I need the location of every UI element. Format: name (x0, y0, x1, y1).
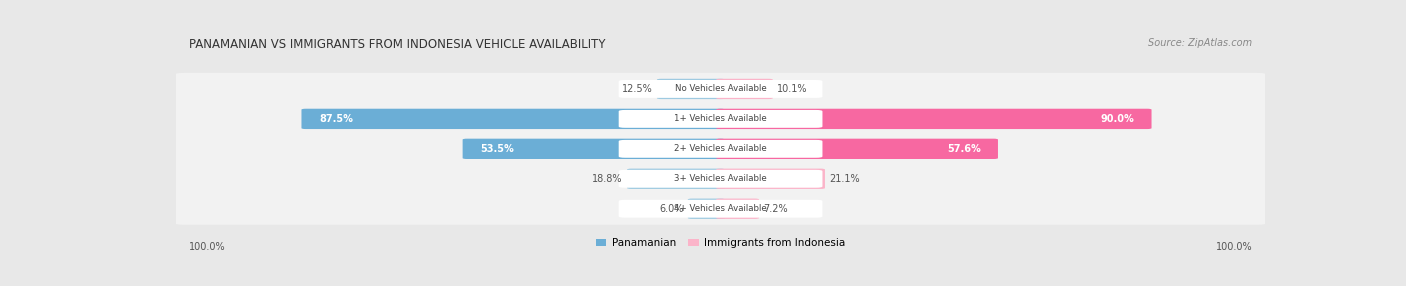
FancyBboxPatch shape (627, 169, 725, 189)
FancyBboxPatch shape (716, 109, 1152, 129)
Text: 21.1%: 21.1% (830, 174, 860, 184)
FancyBboxPatch shape (716, 169, 825, 189)
Text: 2+ Vehicles Available: 2+ Vehicles Available (675, 144, 766, 153)
Legend: Panamanian, Immigrants from Indonesia: Panamanian, Immigrants from Indonesia (596, 238, 845, 248)
FancyBboxPatch shape (657, 79, 725, 99)
Text: No Vehicles Available: No Vehicles Available (675, 84, 766, 94)
FancyBboxPatch shape (716, 79, 773, 99)
FancyBboxPatch shape (173, 103, 1268, 135)
Text: 10.1%: 10.1% (778, 84, 807, 94)
FancyBboxPatch shape (301, 109, 725, 129)
Text: 90.0%: 90.0% (1101, 114, 1135, 124)
Text: 100.0%: 100.0% (1216, 242, 1253, 252)
Text: 1+ Vehicles Available: 1+ Vehicles Available (675, 114, 766, 123)
FancyBboxPatch shape (463, 139, 725, 159)
Text: 18.8%: 18.8% (592, 174, 623, 184)
Text: PANAMANIAN VS IMMIGRANTS FROM INDONESIA VEHICLE AVAILABILITY: PANAMANIAN VS IMMIGRANTS FROM INDONESIA … (188, 38, 606, 51)
FancyBboxPatch shape (173, 73, 1268, 105)
FancyBboxPatch shape (688, 198, 725, 219)
Text: Source: ZipAtlas.com: Source: ZipAtlas.com (1149, 38, 1253, 48)
Text: 3+ Vehicles Available: 3+ Vehicles Available (675, 174, 766, 183)
FancyBboxPatch shape (173, 133, 1268, 165)
FancyBboxPatch shape (619, 140, 823, 158)
Text: 100.0%: 100.0% (188, 242, 225, 252)
Text: 4+ Vehicles Available: 4+ Vehicles Available (675, 204, 766, 213)
FancyBboxPatch shape (619, 80, 823, 98)
FancyBboxPatch shape (619, 170, 823, 188)
FancyBboxPatch shape (619, 200, 823, 218)
Text: 87.5%: 87.5% (319, 114, 353, 124)
Text: 12.5%: 12.5% (621, 84, 652, 94)
FancyBboxPatch shape (716, 198, 759, 219)
FancyBboxPatch shape (619, 110, 823, 128)
FancyBboxPatch shape (716, 139, 998, 159)
FancyBboxPatch shape (173, 163, 1268, 195)
Text: 57.6%: 57.6% (946, 144, 980, 154)
FancyBboxPatch shape (173, 193, 1268, 225)
Text: 53.5%: 53.5% (479, 144, 513, 154)
Text: 7.2%: 7.2% (763, 204, 787, 214)
Text: 6.0%: 6.0% (659, 204, 683, 214)
